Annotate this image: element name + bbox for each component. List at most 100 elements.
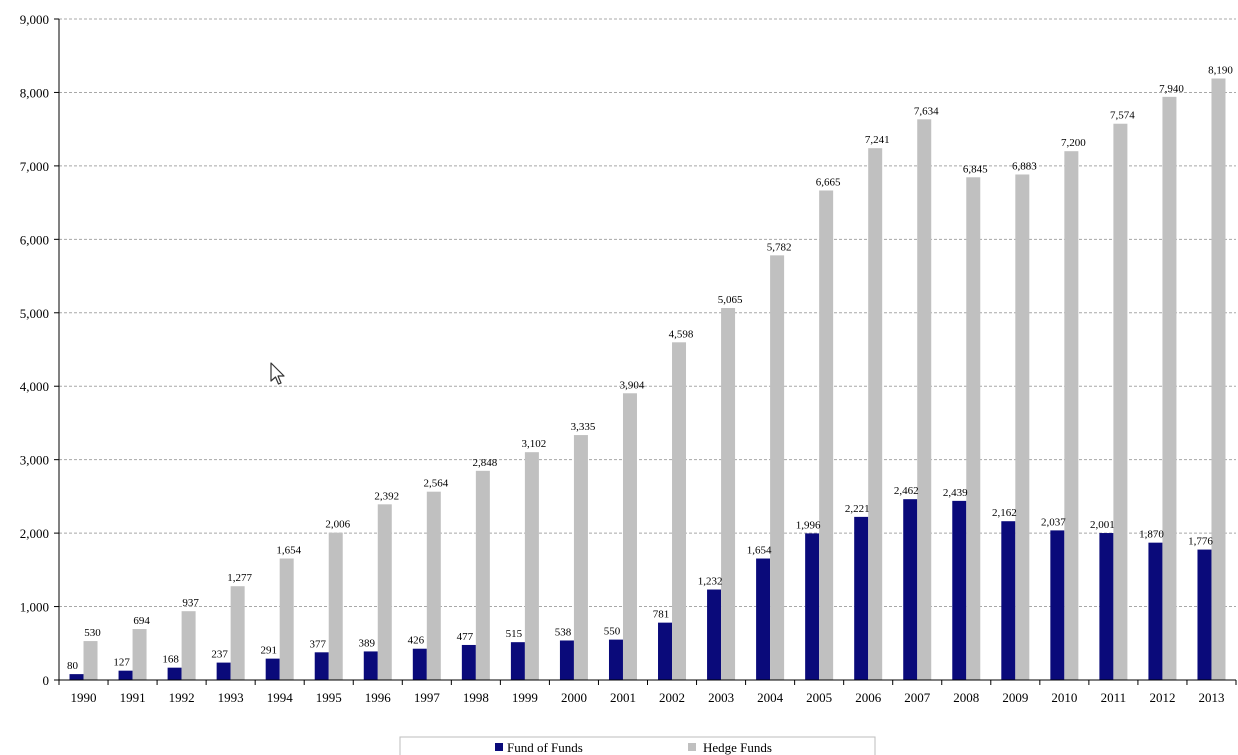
bar-fund-of-funds — [805, 533, 820, 680]
data-labels: 80 530 127 694 168 937 237 1,277 291 1,654 377 2,00… — [67, 64, 1233, 672]
bar-fund-of-funds — [1050, 530, 1065, 680]
bar-fund-of-funds — [559, 640, 574, 680]
bar-fund-of-funds — [363, 651, 378, 680]
gridlines — [59, 18, 1236, 608]
data-label-fund-of-funds: 291 — [260, 645, 277, 657]
bar-hedge-funds — [672, 342, 687, 680]
bar-hedge-funds — [377, 504, 392, 680]
data-label-hedge-funds: 6,665 — [816, 176, 841, 188]
data-label-fund-of-funds: 2,162 — [992, 507, 1017, 519]
legend-label-hedge-funds: Hedge Funds — [703, 740, 772, 755]
x-tick-label: 1993 — [218, 690, 244, 705]
y-tick-label: 9,000 — [20, 12, 49, 27]
bar-fund-of-funds — [510, 642, 525, 680]
bar-hedge-funds — [770, 255, 785, 680]
x-tick-label: 2012 — [1149, 690, 1175, 705]
data-label-hedge-funds: 7,940 — [1159, 83, 1184, 95]
bar-hedge-funds — [1162, 96, 1177, 680]
bar-hedge-funds — [868, 148, 883, 680]
y-tick-label: 4,000 — [20, 379, 49, 394]
bar-hedge-funds — [819, 190, 834, 680]
legend: Fund of Funds Hedge Funds — [399, 736, 876, 755]
bar-fund-of-funds — [167, 667, 182, 680]
bar-hedge-funds — [1015, 174, 1030, 681]
bar-hedge-funds — [1211, 78, 1226, 681]
bar-hedge-funds — [917, 119, 932, 680]
data-label-fund-of-funds: 1,776 — [1188, 536, 1213, 548]
bar-hedge-funds — [622, 393, 637, 680]
data-label-fund-of-funds: 550 — [604, 626, 621, 638]
data-label-fund-of-funds: 538 — [555, 626, 572, 638]
x-tick-label: 1995 — [316, 690, 342, 705]
bar-fund-of-funds — [1099, 533, 1114, 680]
x-tick-label: 2005 — [806, 690, 832, 705]
data-label-hedge-funds: 2,006 — [325, 519, 350, 531]
y-tick-label: 8,000 — [20, 85, 49, 100]
bars — [69, 78, 1226, 681]
data-label-hedge-funds: 2,392 — [374, 490, 399, 502]
y-tick-label: 5,000 — [20, 306, 49, 321]
data-label-fund-of-funds: 515 — [506, 628, 523, 640]
y-tick-label: 0 — [43, 673, 50, 688]
x-tick-label: 2004 — [757, 690, 784, 705]
bar-hedge-funds — [966, 177, 981, 681]
x-tick-label: 1999 — [512, 690, 538, 705]
bar-fund-of-funds — [608, 639, 623, 680]
x-tick-label: 2000 — [561, 690, 587, 705]
data-label-hedge-funds: 7,574 — [1110, 110, 1135, 122]
x-tick-label: 2002 — [659, 690, 685, 705]
bar-hedge-funds — [721, 308, 736, 680]
data-label-fund-of-funds: 168 — [162, 654, 179, 666]
bar-fund-of-funds — [854, 516, 869, 680]
bar-fund-of-funds — [952, 500, 967, 680]
bar-fund-of-funds — [707, 589, 722, 680]
bar-fund-of-funds — [461, 644, 476, 680]
x-tick-label: 2003 — [708, 690, 734, 705]
data-label-fund-of-funds: 1,996 — [796, 519, 821, 531]
data-label-fund-of-funds: 781 — [653, 609, 670, 621]
bar-fund-of-funds — [265, 658, 280, 680]
y-tick-label: 6,000 — [20, 232, 49, 247]
data-label-fund-of-funds: 2,001 — [1090, 519, 1115, 531]
data-label-hedge-funds: 530 — [84, 627, 101, 639]
data-label-fund-of-funds: 2,439 — [943, 487, 968, 499]
data-label-fund-of-funds: 389 — [359, 637, 376, 649]
data-label-hedge-funds: 3,102 — [522, 438, 547, 450]
data-label-fund-of-funds: 1,870 — [1139, 529, 1164, 541]
bar-hedge-funds — [426, 491, 441, 680]
bar-fund-of-funds — [314, 652, 329, 680]
x-tick-label: 1991 — [120, 690, 146, 705]
data-label-hedge-funds: 2,848 — [472, 457, 497, 469]
mouse-pointer-icon — [270, 362, 285, 385]
data-label-fund-of-funds: 377 — [309, 638, 326, 650]
legend-box — [399, 736, 876, 755]
data-label-hedge-funds: 5,782 — [767, 241, 792, 253]
data-label-fund-of-funds: 237 — [211, 649, 228, 661]
bar-hedge-funds — [328, 532, 343, 680]
y-axis: 0 1,000 2,000 3,000 4,000 5,000 6,000 7,000 8,00… — [20, 12, 60, 688]
data-label-hedge-funds: 2,564 — [423, 478, 448, 490]
data-label-fund-of-funds: 1,654 — [747, 545, 772, 557]
data-label-fund-of-funds: 80 — [67, 660, 79, 672]
data-label-fund-of-funds: 2,462 — [894, 485, 919, 497]
data-label-hedge-funds: 4,598 — [669, 328, 694, 340]
x-tick-label: 1998 — [463, 690, 489, 705]
y-tick-label: 2,000 — [20, 526, 49, 541]
data-label-fund-of-funds: 1,232 — [698, 576, 723, 588]
y-tick-label: 7,000 — [20, 159, 49, 174]
x-tick-label: 2009 — [1002, 690, 1028, 705]
bar-fund-of-funds — [412, 648, 427, 680]
bar-hedge-funds — [181, 611, 196, 680]
x-tick-label: 1997 — [414, 690, 441, 705]
data-label-fund-of-funds: 2,221 — [845, 503, 870, 515]
bar-hedge-funds — [83, 641, 98, 680]
bar-hedge-funds — [475, 470, 490, 680]
y-tick-label: 3,000 — [20, 453, 49, 468]
x-tick-label: 1996 — [365, 690, 392, 705]
bar-fund-of-funds — [1001, 521, 1016, 680]
data-label-hedge-funds: 6,883 — [1012, 160, 1037, 172]
bar-hedge-funds — [524, 452, 539, 680]
legend-label-fund-of-funds: Fund of Funds — [507, 740, 583, 755]
data-label-hedge-funds: 1,654 — [276, 545, 301, 557]
bar-fund-of-funds — [69, 674, 84, 680]
